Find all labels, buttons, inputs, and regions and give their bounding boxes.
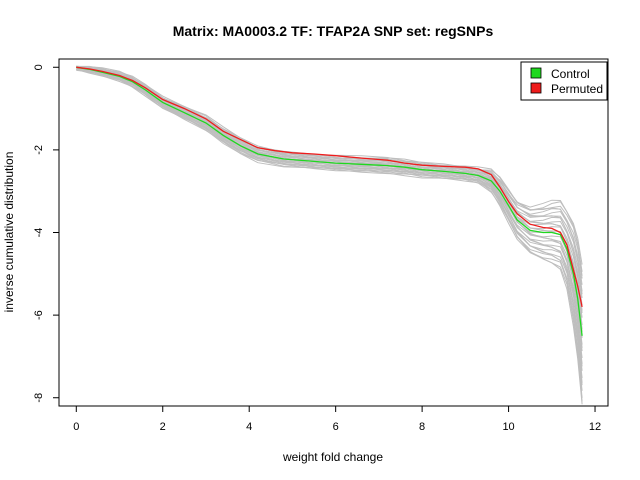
background-curve (76, 68, 583, 405)
x-tick-label: 10 (502, 421, 514, 433)
x-tick-label: 0 (73, 421, 79, 433)
x-tick-label: 2 (160, 421, 166, 433)
background-curve (76, 69, 583, 398)
background-curve (76, 66, 583, 265)
series-curves (76, 66, 583, 336)
background-curve (76, 65, 583, 272)
legend-label-control: Control (551, 67, 590, 81)
y-tick-label: -2 (33, 145, 45, 155)
background-curve (76, 67, 583, 402)
x-tick-label: 4 (246, 421, 252, 433)
series-line-control (76, 66, 583, 336)
x-tick-label: 8 (419, 421, 425, 433)
y-tick-label: -4 (33, 228, 45, 238)
series-line-permuted (76, 66, 583, 308)
background-curve (76, 65, 583, 311)
background-curve (76, 66, 583, 383)
plot-frame (58, 58, 609, 407)
y-tick-label: 0 (33, 64, 45, 70)
y-tick-label: -8 (33, 393, 45, 403)
legend-swatch-permuted (530, 82, 542, 94)
legend-label-permuted: Permuted (551, 82, 603, 96)
x-tick-label: 12 (589, 421, 601, 433)
y-axis-label: inverse cumulative distribution (2, 152, 16, 313)
y-tick-label: -6 (33, 310, 45, 320)
legend-swatch-control (530, 67, 542, 79)
background-curve (76, 69, 583, 391)
chart-title: Matrix: MA0003.2 TF: TFAP2A SNP set: reg… (173, 23, 494, 39)
x-tick-label: 6 (333, 421, 339, 433)
y-axis: 0 -2 -4 -6 -8 (33, 64, 60, 403)
x-axis: 0 2 4 6 8 10 12 (73, 405, 601, 433)
background-curve (76, 69, 583, 379)
background-curves (76, 65, 583, 405)
background-curve (76, 67, 583, 386)
x-axis-label: weight fold change (282, 450, 383, 464)
legend: Control Permuted (520, 61, 608, 101)
background-curve (76, 68, 583, 371)
